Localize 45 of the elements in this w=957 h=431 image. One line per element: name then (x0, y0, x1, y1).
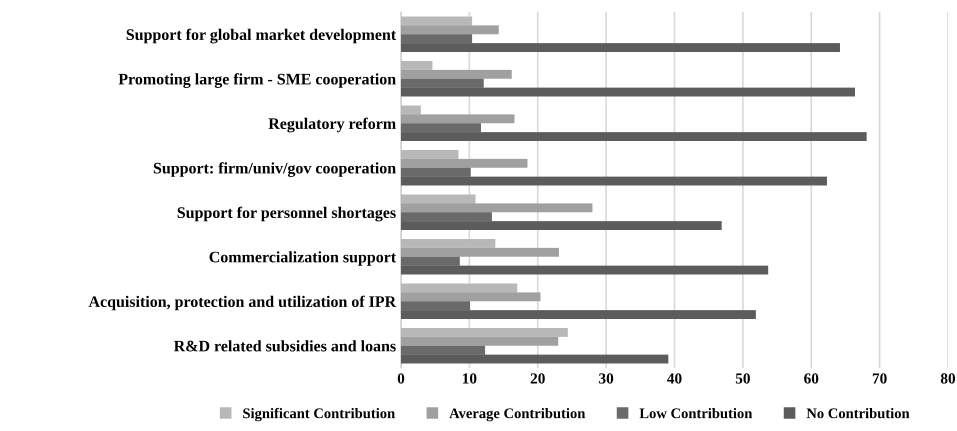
bar (401, 176, 827, 186)
x-tick-label: 40 (667, 373, 682, 384)
x-tick-label: 50 (736, 373, 750, 384)
bar (401, 70, 512, 79)
bar (401, 114, 515, 124)
bar (401, 221, 722, 230)
bar (401, 78, 484, 88)
bar (401, 25, 499, 34)
bar (401, 354, 668, 364)
x-tick-label: 80 (940, 373, 956, 384)
y-tick-label: Acquisition, protection and utilization of IPR (88, 296, 396, 310)
y-tick-label: Support for personnel shortages (178, 206, 396, 222)
bar (401, 256, 460, 266)
bar (401, 292, 540, 302)
legend-label: Average Contribution (449, 408, 586, 422)
bar (401, 248, 559, 257)
bar (401, 266, 768, 275)
bar (401, 168, 471, 177)
bar (401, 301, 470, 310)
y-tick-label: Support: firm/univ/gov cooperation (154, 162, 396, 177)
y-tick-label: Commercialization support (210, 251, 396, 266)
bar (401, 310, 756, 320)
bar (401, 132, 867, 142)
legend-label: Low Contribution (640, 408, 752, 418)
bar (401, 203, 592, 212)
y-tick-label: Regulatory reform (268, 118, 396, 132)
x-tick-label: 60 (804, 373, 818, 384)
x-tick-label: 30 (599, 373, 614, 384)
bar (401, 34, 472, 44)
bar (401, 88, 856, 97)
x-tick-label: 0 (398, 373, 404, 384)
x-tick-label: 10 (462, 373, 476, 384)
bar (401, 346, 486, 355)
legend-label: No Contribution (806, 408, 910, 418)
y-tick-label: Promoting large firm - SME cooperation (118, 73, 396, 88)
bar (401, 336, 558, 346)
bar (401, 158, 528, 168)
y-tick-label: Support for global market development (126, 28, 396, 44)
bar (401, 43, 840, 52)
bar (401, 212, 492, 222)
x-tick-label: 70 (872, 373, 887, 384)
bar (401, 123, 481, 132)
legend-label: Significant Contribution (243, 408, 395, 422)
x-tick-label: 20 (530, 373, 545, 384)
y-tick-label: R&D related subsidies and loans (174, 340, 396, 352)
